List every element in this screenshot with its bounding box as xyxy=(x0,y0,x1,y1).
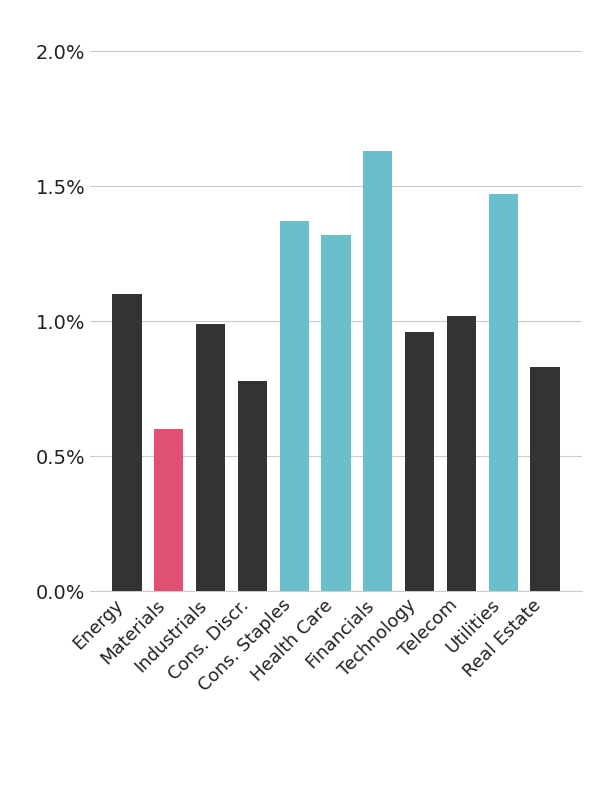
Bar xyxy=(363,151,392,591)
Bar xyxy=(322,235,350,591)
Bar xyxy=(154,429,184,591)
Bar xyxy=(488,194,518,591)
Bar xyxy=(530,367,560,591)
Bar xyxy=(196,324,225,591)
Bar xyxy=(447,316,476,591)
Bar xyxy=(280,221,309,591)
Bar xyxy=(238,381,267,591)
Bar xyxy=(405,332,434,591)
Bar xyxy=(112,294,142,591)
